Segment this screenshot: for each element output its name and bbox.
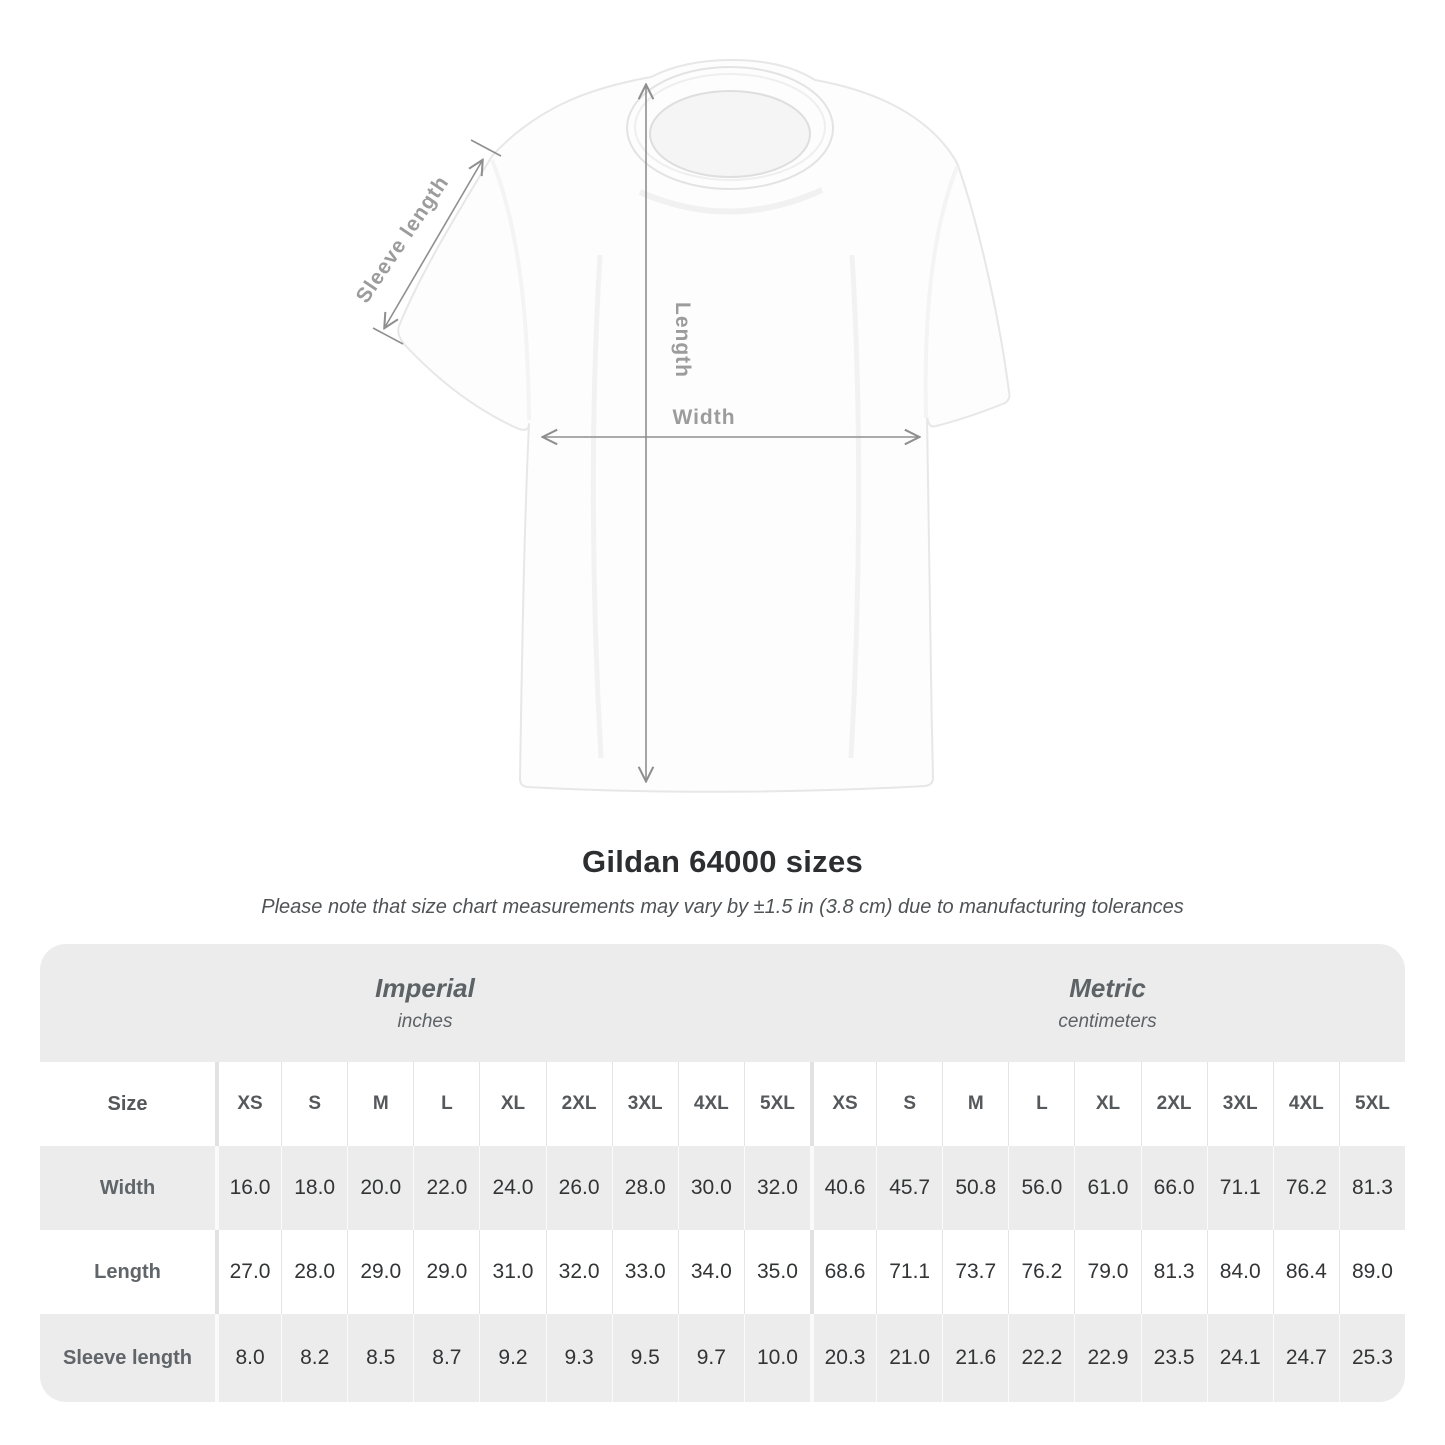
- size-value-cell: 71.1: [876, 1230, 943, 1314]
- size-value-cell: 28.0: [611, 1146, 678, 1230]
- size-col-header-imperial-s: S: [281, 1062, 348, 1146]
- size-value-cell: 30.0: [677, 1146, 744, 1230]
- size-value-cell: 79.0: [1074, 1230, 1141, 1314]
- size-value-cell: 22.9: [1074, 1314, 1141, 1402]
- size-value-cell: 20.0: [347, 1146, 414, 1230]
- size-value-cell: 29.0: [413, 1230, 480, 1314]
- size-value-cell: 45.7: [876, 1146, 943, 1230]
- size-value-cell: 50.8: [942, 1146, 1009, 1230]
- row-label-width: Width: [40, 1146, 215, 1230]
- size-corner-header: Size: [40, 1062, 215, 1146]
- size-col-header-imperial-xl: XL: [479, 1062, 546, 1146]
- size-value-cell: 9.2: [479, 1314, 546, 1402]
- size-value-cell: 24.1: [1206, 1314, 1273, 1402]
- size-value-cell: 32.0: [545, 1230, 612, 1314]
- size-value-cell: 23.5: [1140, 1314, 1207, 1402]
- size-col-header-metric-m: M: [942, 1062, 1009, 1146]
- size-table: Imperial inches Metric centimeters Size X…: [40, 944, 1405, 1402]
- size-col-header-imperial-5xl: 5XL: [743, 1062, 810, 1146]
- size-value-cell: 22.2: [1008, 1314, 1075, 1402]
- metric-header-name: Metric: [1069, 973, 1146, 1003]
- size-col-header-metric-l: L: [1008, 1062, 1075, 1146]
- size-col-header-metric-s: S: [876, 1062, 943, 1146]
- size-value-cell: 76.2: [1008, 1230, 1075, 1314]
- size-value-cell: 10.0: [743, 1314, 810, 1402]
- page-title: Gildan 64000 sizes: [581, 844, 864, 879]
- size-col-header-metric-4xl: 4XL: [1272, 1062, 1339, 1146]
- size-value-cell: 84.0: [1206, 1230, 1273, 1314]
- row-label-length: Length: [40, 1230, 215, 1314]
- tshirt-graphic: [397, 59, 1011, 793]
- size-value-cell: 16.0: [215, 1146, 282, 1230]
- size-value-cell: 8.5: [347, 1314, 414, 1402]
- size-value-cell: 28.0: [281, 1230, 348, 1314]
- size-value-cell: 25.3: [1338, 1314, 1405, 1402]
- size-value-cell: 24.0: [479, 1146, 546, 1230]
- size-value-cell: 26.0: [545, 1146, 612, 1230]
- size-col-header-metric-2xl: 2XL: [1140, 1062, 1207, 1146]
- size-col-header-metric-xs: XS: [810, 1062, 877, 1146]
- imperial-header-name: Imperial: [375, 973, 475, 1003]
- size-value-cell: 68.6: [810, 1230, 877, 1314]
- size-value-cell: 56.0: [1008, 1146, 1075, 1230]
- size-value-cell: 33.0: [611, 1230, 678, 1314]
- size-value-cell: 40.6: [810, 1146, 877, 1230]
- size-value-cell: 9.3: [545, 1314, 612, 1402]
- size-col-header-metric-5xl: 5XL: [1338, 1062, 1405, 1146]
- metric-header: Metric centimeters: [810, 944, 1405, 1062]
- size-value-cell: 73.7: [942, 1230, 1009, 1314]
- size-value-cell: 18.0: [281, 1146, 348, 1230]
- imperial-header-unit: inches: [397, 1011, 453, 1032]
- size-value-cell: 9.7: [677, 1314, 744, 1402]
- size-col-header-imperial-4xl: 4XL: [677, 1062, 744, 1146]
- metric-header-unit: centimeters: [1058, 1011, 1157, 1032]
- size-value-cell: 24.7: [1272, 1314, 1339, 1402]
- size-col-header-imperial-m: M: [347, 1062, 414, 1146]
- size-tolerance-note: Please note that size chart measurements…: [261, 896, 1184, 918]
- width-label: Width: [672, 406, 735, 429]
- size-value-cell: 76.2: [1272, 1146, 1339, 1230]
- size-value-cell: 81.3: [1140, 1230, 1207, 1314]
- size-value-cell: 89.0: [1338, 1230, 1405, 1314]
- size-value-cell: 31.0: [479, 1230, 546, 1314]
- size-col-header-metric-xl: XL: [1074, 1062, 1141, 1146]
- length-label: Length: [671, 302, 694, 378]
- size-col-header-imperial-l: L: [413, 1062, 480, 1146]
- width-measure: Width: [544, 406, 918, 437]
- size-col-header-imperial-3xl: 3XL: [611, 1062, 678, 1146]
- size-value-cell: 21.6: [942, 1314, 1009, 1402]
- size-value-cell: 8.7: [413, 1314, 480, 1402]
- imperial-header: Imperial inches: [40, 944, 810, 1062]
- size-value-cell: 86.4: [1272, 1230, 1339, 1314]
- size-value-cell: 61.0: [1074, 1146, 1141, 1230]
- size-value-cell: 20.3: [810, 1314, 877, 1402]
- size-value-cell: 29.0: [347, 1230, 414, 1314]
- size-value-cell: 8.0: [215, 1314, 282, 1402]
- size-value-cell: 32.0: [743, 1146, 810, 1230]
- size-value-cell: 66.0: [1140, 1146, 1207, 1230]
- row-label-sleeve-length: Sleeve length: [40, 1314, 215, 1402]
- size-col-header-imperial-2xl: 2XL: [545, 1062, 612, 1146]
- size-col-header-imperial-xs: XS: [215, 1062, 282, 1146]
- size-value-cell: 71.1: [1206, 1146, 1273, 1230]
- size-value-cell: 9.5: [611, 1314, 678, 1402]
- size-value-cell: 35.0: [743, 1230, 810, 1314]
- tshirt-figure: Sleeve length Length Width: [352, 59, 1011, 793]
- size-value-cell: 22.0: [413, 1146, 480, 1230]
- size-value-cell: 27.0: [215, 1230, 282, 1314]
- size-value-cell: 21.0: [876, 1314, 943, 1402]
- size-value-cell: 34.0: [677, 1230, 744, 1314]
- size-value-cell: 8.2: [281, 1314, 348, 1402]
- tshirt-collar: [626, 66, 834, 215]
- size-value-cell: 81.3: [1338, 1146, 1405, 1230]
- size-col-header-metric-3xl: 3XL: [1206, 1062, 1273, 1146]
